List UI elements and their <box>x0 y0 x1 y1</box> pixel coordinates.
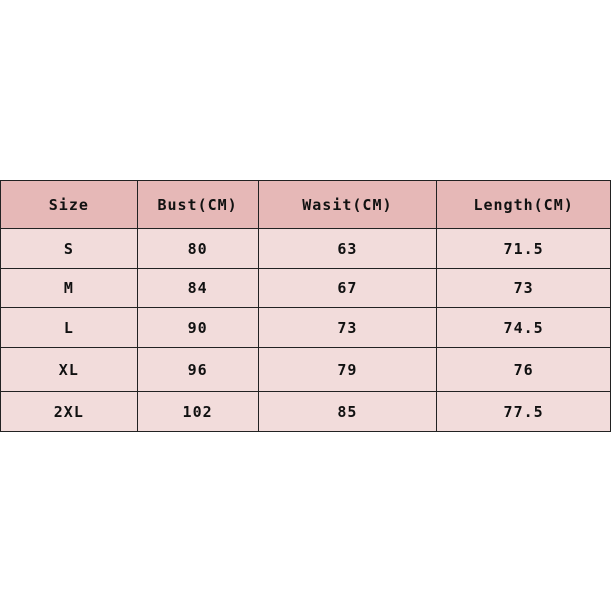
size-chart-table: Size Bust(CM) Wasit(CM) Length(CM) S 80 63… <box>0 180 611 432</box>
cell-size: M <box>0 268 138 308</box>
cell-size: XL <box>0 347 138 392</box>
cell-waist: 63 <box>257 228 438 269</box>
cell-bust: 84 <box>136 268 259 308</box>
cell-bust: 96 <box>136 347 259 392</box>
header-bust: Bust(CM) <box>136 180 259 229</box>
header-row: Size Bust(CM) Wasit(CM) Length(CM) <box>0 180 611 229</box>
cell-waist: 85 <box>257 391 438 432</box>
table-row: M 84 67 73 <box>0 268 611 308</box>
cell-size: L <box>0 307 138 348</box>
cell-length: 73 <box>436 268 611 308</box>
cell-waist: 79 <box>257 347 438 392</box>
cell-length: 76 <box>436 347 611 392</box>
cell-waist: 67 <box>257 268 438 308</box>
cell-length: 71.5 <box>436 228 611 269</box>
table-row: 2XL 102 85 77.5 <box>0 391 611 432</box>
table-row: XL 96 79 76 <box>0 347 611 392</box>
cell-bust: 102 <box>136 391 259 432</box>
cell-waist: 73 <box>257 307 438 348</box>
header-size: Size <box>0 180 138 229</box>
header-length: Length(CM) <box>436 180 611 229</box>
cell-bust: 80 <box>136 228 259 269</box>
table-row: L 90 73 74.5 <box>0 307 611 348</box>
cell-bust: 90 <box>136 307 259 348</box>
cell-size: 2XL <box>0 391 138 432</box>
cell-length: 74.5 <box>436 307 611 348</box>
cell-size: S <box>0 228 138 269</box>
cell-length: 77.5 <box>436 391 611 432</box>
table-row: S 80 63 71.5 <box>0 228 611 269</box>
header-waist: Wasit(CM) <box>257 180 438 229</box>
